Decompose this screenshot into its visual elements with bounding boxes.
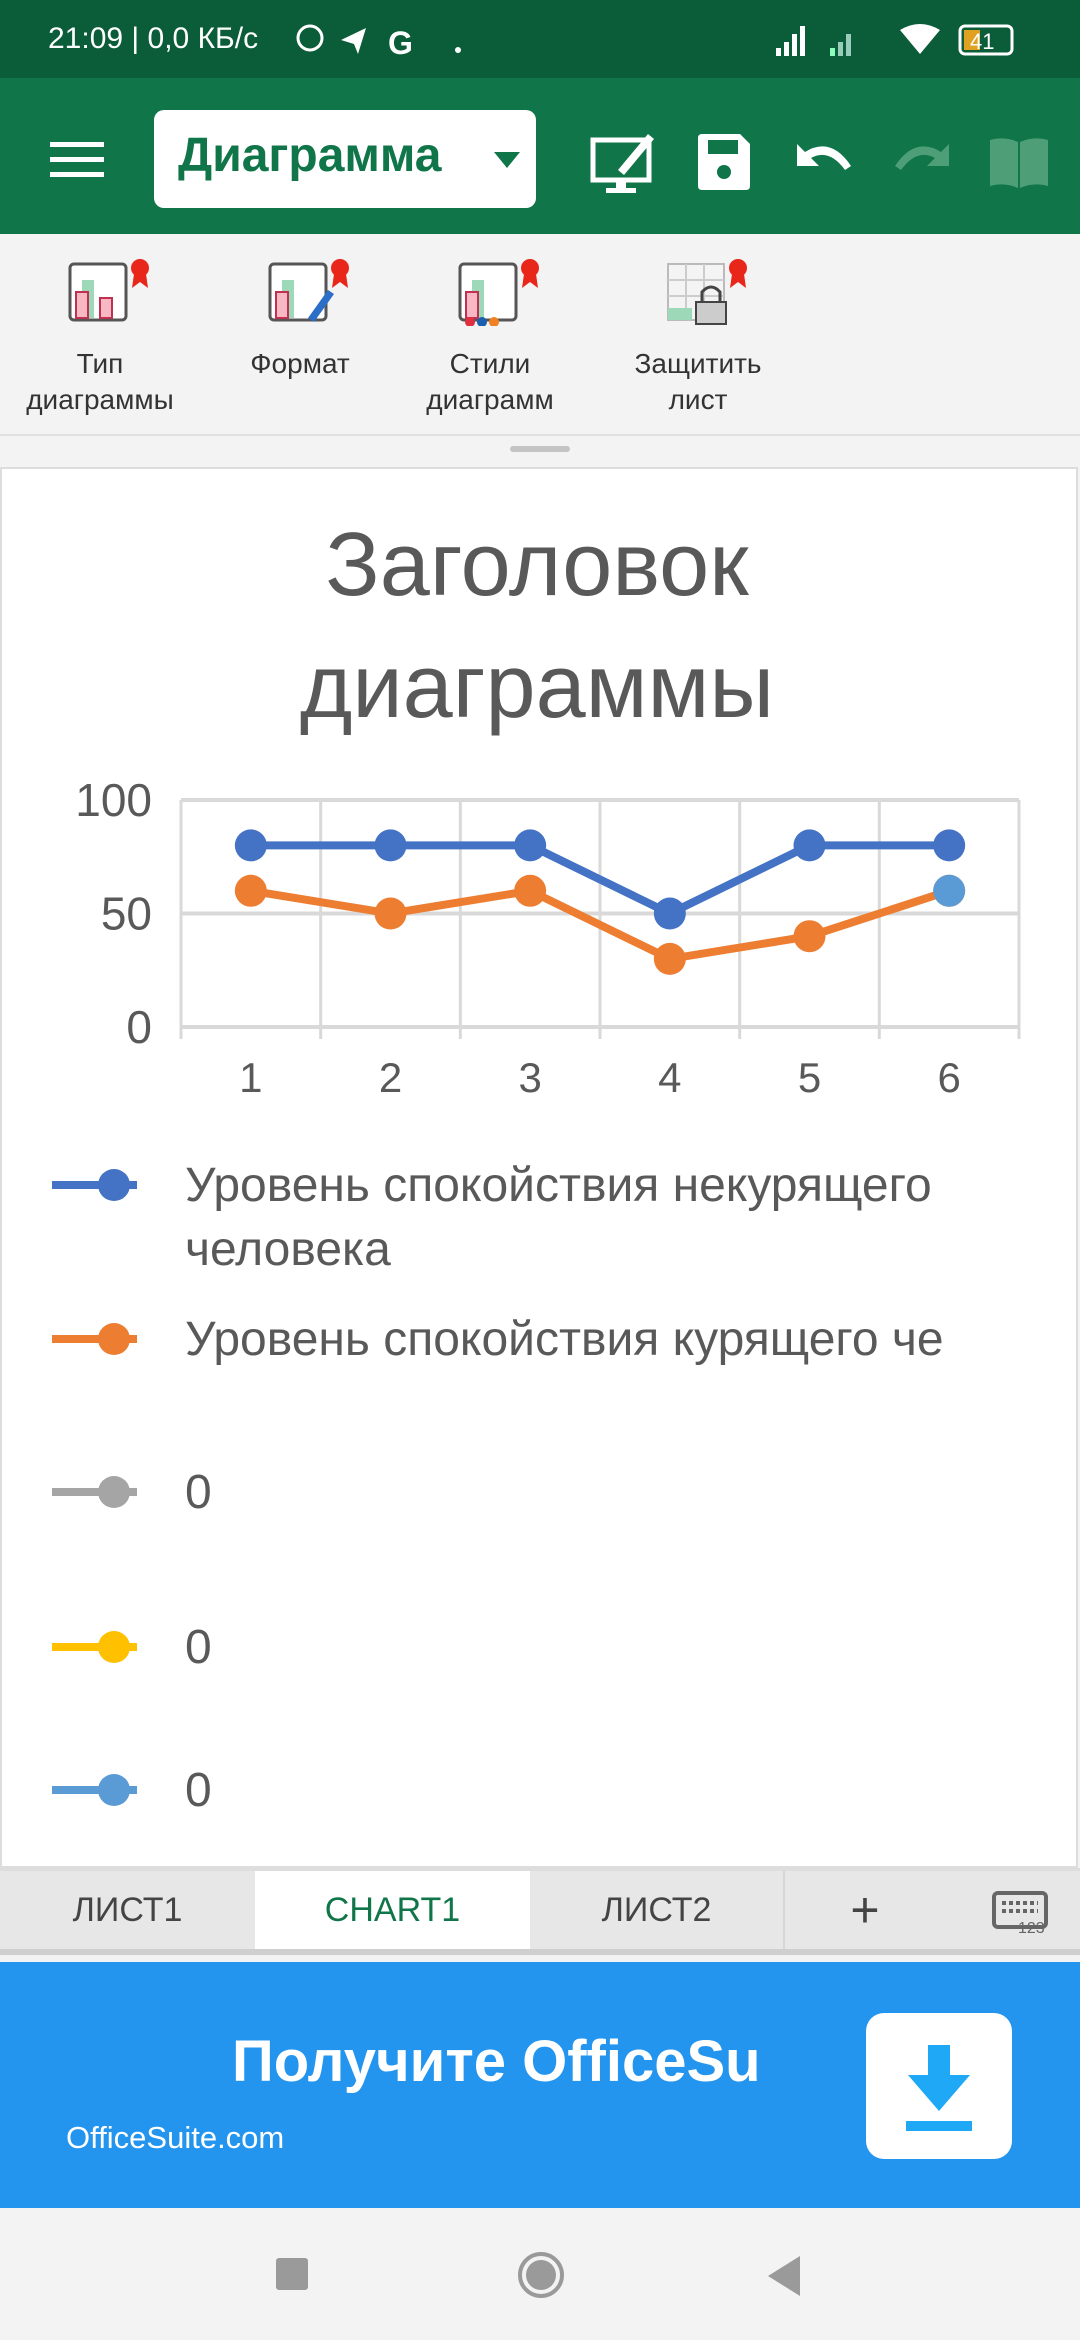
data-point-series-2	[234, 874, 267, 907]
series-line-1	[250, 841, 950, 918]
ribbon-label: Формат	[250, 348, 350, 379]
y-tick-label: 100	[75, 774, 152, 826]
status-bar: 21:09 | 0,0 КБ/с G 41	[0, 0, 1080, 78]
ribbon-label: лист	[668, 384, 728, 415]
chart-title-line1: Заголовок	[325, 515, 749, 615]
x-tick-label: 1	[239, 1054, 262, 1101]
chart-styles-icon	[458, 259, 539, 326]
add-sheet-button[interactable]: +	[850, 1882, 880, 1938]
legend-marker-2	[98, 1323, 130, 1355]
chart-type-icon	[68, 259, 149, 322]
series-line-2	[250, 886, 951, 964]
x-tick-label: 5	[798, 1054, 821, 1101]
ad-headline: Получите OfficeSu	[232, 2029, 761, 2094]
status-text: 21:09 | 0,0 КБ/с	[48, 22, 259, 55]
legend-label-3: 0	[185, 1466, 212, 1519]
chart-area[interactable]: Заголовок диаграммы 0 50 100 1 2 3 4 5 6 Уровень …	[0, 467, 1078, 1868]
tab-list1[interactable]: ЛИСТ1	[72, 1891, 183, 1929]
data-point-series-2	[374, 897, 407, 930]
data-point-series-5	[933, 874, 966, 907]
legend-marker-1	[98, 1169, 130, 1201]
recents-button[interactable]	[276, 2258, 308, 2290]
svg-text:41: 41	[970, 29, 994, 54]
edit-screen-icon[interactable]	[590, 130, 660, 196]
protect-sheet-lock-icon	[667, 259, 747, 325]
system-nav-bar	[0, 2208, 1080, 2340]
app-toolbar: Диаграмма	[0, 78, 1080, 234]
chart-ribbon: Тип диаграммы Формат Стили диаграмм Защи…	[0, 234, 1080, 436]
ribbon-label: Защитить	[634, 348, 762, 379]
dropdown-label: Диаграмма	[178, 129, 442, 182]
chart-styles-button[interactable]: Стили диаграмм	[390, 256, 590, 418]
legend-label-4: 0	[185, 1621, 212, 1674]
redo-icon[interactable]	[893, 140, 953, 184]
chart-type-button[interactable]: Тип диаграммы	[0, 256, 200, 418]
data-point-series-1	[793, 829, 826, 862]
svg-text:G: G	[388, 25, 413, 58]
tab-chart1[interactable]: CHART1	[255, 1871, 530, 1949]
ad-banner[interactable]: Получите OfficeSu OfficeSuite.com	[0, 1962, 1080, 2208]
legend-label-5: 0	[185, 1764, 212, 1817]
format-chart-icon	[268, 259, 349, 322]
x-tick-label: 4	[658, 1054, 681, 1101]
chart-title-line2: диаграммы	[300, 637, 774, 737]
sheet-tabs-bar: ЛИСТ1 CHART1 ЛИСТ2 + 123	[0, 1868, 1080, 1955]
legend-marker-5	[98, 1774, 130, 1806]
ribbon-label: Стили	[449, 348, 531, 379]
legend-marker-3	[98, 1476, 130, 1508]
protect-sheet-button[interactable]: Защитить лист	[598, 256, 798, 418]
x-tick-label: 2	[379, 1054, 402, 1101]
chevron-down-icon	[494, 152, 520, 168]
line-chart: Заголовок диаграммы 0 50 100 1 2 3 4 5 6 Уровень …	[52, 515, 1021, 1817]
data-point-series-2	[514, 874, 547, 907]
data-point-series-1	[514, 829, 547, 862]
ad-site: OfficeSuite.com	[66, 2120, 285, 2155]
x-tick-label: 3	[518, 1054, 541, 1101]
ribbon-label: диаграмм	[426, 384, 554, 415]
legend-label-2: Уровень спокойствия курящего че	[185, 1313, 944, 1366]
y-tick-label: 0	[126, 1001, 152, 1053]
notification-icons: G	[296, 24, 461, 58]
signal-wifi-battery-icons: 41	[776, 24, 1014, 56]
data-point-series-1	[234, 829, 267, 862]
back-button[interactable]	[766, 2256, 802, 2296]
ribbon-label: диаграммы	[26, 384, 174, 415]
home-button[interactable]	[516, 2250, 566, 2300]
data-point-series-1	[653, 897, 686, 930]
hamburger-menu-icon[interactable]	[50, 140, 106, 180]
read-mode-book-icon[interactable]	[988, 136, 1050, 190]
ribbon-drag-handle[interactable]	[510, 446, 570, 452]
data-point-series-2	[793, 920, 826, 953]
legend-label-1: Уровень спокойствия некурящего	[185, 1159, 932, 1212]
format-button[interactable]: Формат	[200, 256, 400, 382]
legend-marker-4	[98, 1631, 130, 1663]
tab-list2[interactable]: ЛИСТ2	[530, 1871, 785, 1949]
data-point-series-1	[374, 829, 407, 862]
data-point-series-1	[933, 829, 966, 862]
ribbon-label: Тип	[76, 348, 124, 379]
legend-label-1-line2: человека	[185, 1223, 391, 1276]
view-mode-dropdown[interactable]: Диаграмма	[154, 110, 536, 208]
svg-text:123: 123	[1018, 1920, 1045, 1935]
keyboard-123-icon[interactable]: 123	[992, 1891, 1052, 1935]
undo-icon[interactable]	[793, 140, 853, 184]
data-point-series-2	[653, 942, 686, 975]
download-icon	[906, 2045, 972, 2131]
save-icon[interactable]	[698, 134, 750, 190]
ad-download-button[interactable]	[866, 2013, 1012, 2159]
x-tick-label: 6	[937, 1054, 960, 1101]
y-tick-label: 50	[101, 888, 152, 940]
